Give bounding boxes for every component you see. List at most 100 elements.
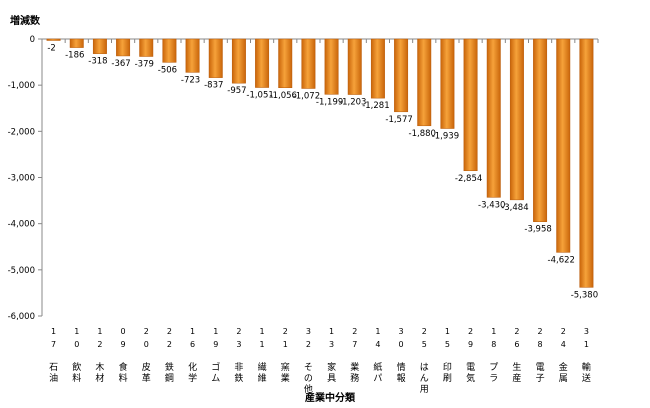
x-category-char: ん	[420, 373, 429, 384]
x-category-char: 他	[304, 383, 313, 395]
x-category-char: 鉄	[165, 361, 174, 373]
x-code-char: 2	[167, 340, 172, 349]
data-label: -1,880	[409, 129, 436, 139]
x-category-char: 業	[281, 372, 290, 384]
data-label: -1,203	[339, 98, 366, 108]
x-category-char: 用	[420, 384, 429, 395]
bar	[116, 38, 131, 57]
x-category-char: 革	[142, 372, 151, 384]
x-code-char: 4	[561, 340, 566, 349]
data-label: -318	[88, 57, 107, 67]
x-category-char: 石	[49, 363, 58, 373]
bar	[463, 38, 478, 172]
x-code-char: 3	[329, 340, 334, 349]
x-category-char: 窯	[281, 361, 290, 373]
x-code-char: 2	[514, 327, 519, 336]
bar	[139, 38, 154, 57]
x-category-char: 材	[95, 372, 104, 384]
x-code-char: 1	[283, 340, 288, 349]
data-label: -506	[158, 65, 177, 75]
x-category-char: 電	[466, 362, 475, 373]
bar	[208, 38, 223, 78]
x-code-char: 8	[538, 340, 543, 349]
x-axis-label: 産業中分類	[305, 391, 356, 404]
data-label: -3,958	[524, 225, 551, 235]
bar	[417, 38, 432, 127]
x-category-char: 送	[582, 372, 591, 384]
x-category-char: 印	[443, 361, 452, 373]
x-code-char: 2	[422, 327, 427, 336]
x-code-char: 3	[236, 340, 241, 349]
bar	[185, 38, 200, 73]
bar	[301, 38, 316, 89]
x-code-char: 5	[445, 340, 450, 349]
data-label: -957	[227, 86, 246, 96]
x-code-char: 1	[445, 327, 450, 336]
x-code-char: 1	[190, 327, 195, 336]
x-code-char: 5	[422, 340, 427, 349]
x-category-char: 産	[512, 372, 521, 384]
bar	[92, 38, 107, 54]
x-category-char: 維	[258, 372, 267, 384]
bar	[440, 38, 455, 129]
x-code-char: 7	[51, 340, 56, 349]
x-category-char: ム	[211, 373, 220, 384]
x-code-char: 1	[260, 327, 265, 336]
x-code-char: 2	[468, 327, 473, 336]
x-code-char: 2	[306, 340, 311, 349]
data-label: -379	[135, 59, 154, 69]
x-code-char: 8	[491, 340, 496, 349]
x-category-char: 具	[327, 373, 336, 384]
bar	[278, 38, 293, 89]
x-code-char: 6	[190, 340, 195, 349]
x-code-char: 6	[514, 340, 519, 349]
x-category-char: 料	[72, 372, 81, 384]
y-tick-label: -2,000	[8, 127, 35, 137]
x-code-char: 2	[538, 327, 543, 336]
y-tick-label: -4,000	[8, 220, 35, 230]
x-category-char: 家	[327, 361, 336, 373]
x-code-char: 3	[399, 327, 404, 336]
x-code-char: 4	[375, 340, 380, 349]
data-label: -1,939	[432, 132, 459, 142]
bar	[46, 38, 61, 41]
x-category-char: 気	[466, 372, 475, 384]
data-label: -1,281	[362, 101, 389, 111]
bar	[509, 38, 524, 201]
x-category-char: 繊	[258, 361, 267, 373]
x-category-char: 子	[536, 373, 545, 384]
data-label: -837	[204, 81, 223, 91]
data-label: -3,430	[478, 200, 505, 210]
x-category-char: 業	[350, 361, 359, 373]
x-category-char: 属	[559, 373, 568, 384]
x-category-char: 木	[95, 361, 104, 373]
x-category-char: 料	[119, 372, 128, 384]
x-code-char: 9	[468, 340, 473, 349]
x-category-char: 報	[397, 373, 406, 384]
x-code-char: 0	[399, 340, 404, 349]
bar	[533, 38, 548, 222]
y-tick-label: -6,000	[8, 312, 35, 322]
x-code-char: 2	[144, 327, 149, 336]
bar	[255, 38, 270, 88]
data-label: -1,072	[293, 91, 320, 101]
data-label: -367	[111, 59, 130, 69]
x-code-char: 2	[167, 327, 172, 336]
data-label: -1,056	[270, 91, 297, 101]
x-category-char: 油	[49, 372, 58, 384]
x-code-char: 1	[491, 327, 496, 336]
x-category-char: 務	[350, 372, 359, 384]
x-code-char: 1	[329, 327, 334, 336]
x-code-char: 2	[283, 327, 288, 336]
x-code-char: 9	[121, 340, 126, 349]
x-category-char: 鉄	[234, 372, 243, 384]
x-category-char: 紙	[373, 361, 382, 373]
data-label: -2	[47, 44, 55, 54]
x-code-char: 1	[584, 340, 589, 349]
x-code-char: 2	[352, 327, 357, 336]
x-code-char: 1	[375, 327, 380, 336]
x-category-char: 学	[188, 372, 197, 384]
data-label: -4,622	[548, 255, 575, 265]
x-category-char: 刷	[443, 373, 452, 384]
